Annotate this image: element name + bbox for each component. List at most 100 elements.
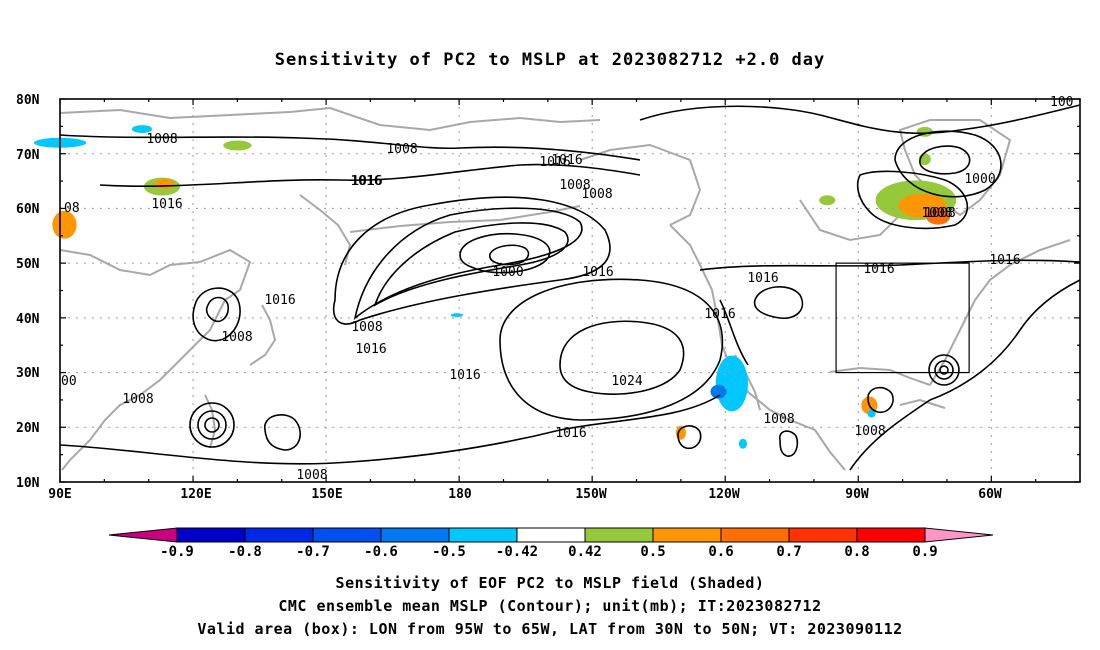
contour-hurricane-a bbox=[928, 354, 960, 386]
lat-label: 70N bbox=[16, 148, 40, 163]
contour-label: 1000 bbox=[964, 172, 995, 187]
coast-cuba bbox=[899, 398, 946, 409]
shading-patch bbox=[52, 210, 77, 239]
axis-ticks bbox=[59, 98, 1081, 483]
contour-north-arc bbox=[59, 134, 641, 161]
colorbar-arrow-high bbox=[924, 527, 994, 543]
contour-label: 1016 bbox=[539, 155, 570, 170]
shading-patch bbox=[867, 409, 876, 418]
colorbar-tick: 0.5 bbox=[640, 544, 665, 560]
shading-patch bbox=[450, 313, 463, 318]
contour-label: 1008 bbox=[146, 132, 177, 147]
contour-typhoon-c bbox=[204, 417, 220, 433]
contour-label: 1008 bbox=[221, 330, 252, 345]
coast-alaska bbox=[579, 143, 702, 226]
colorbar-segment bbox=[652, 527, 722, 543]
contour-label: 1016 bbox=[151, 197, 182, 212]
contour-typhoon-b bbox=[197, 410, 227, 440]
contour-canada-1008 bbox=[856, 170, 969, 230]
contour-label: 1016 bbox=[264, 293, 295, 308]
contour-label: 1016 bbox=[355, 342, 386, 357]
contour-label: 1008 bbox=[854, 424, 885, 439]
contour-label: 1008 bbox=[122, 392, 153, 407]
shading-patch bbox=[131, 125, 153, 134]
contour-labels: 1008 1008 1016 1008 1016 1008 1016 1000 … bbox=[61, 95, 1073, 483]
valid-area-box bbox=[835, 262, 970, 374]
contour-label: 1008 bbox=[386, 142, 417, 157]
contour-greenland-inner bbox=[919, 145, 971, 175]
sensitivity-shading bbox=[33, 125, 957, 449]
colorbar-segment bbox=[312, 527, 382, 543]
lat-label: 40N bbox=[16, 312, 40, 327]
contour-high-1016 bbox=[499, 278, 724, 421]
contour-low-1000 bbox=[459, 232, 551, 274]
map-title: Sensitivity of PC2 to MSLP at 2023082712… bbox=[274, 50, 826, 70]
contour-label: 1016 bbox=[747, 271, 778, 286]
colorbar-tick: 0.6 bbox=[708, 544, 733, 560]
colorbar bbox=[108, 527, 994, 543]
shading-patch bbox=[710, 384, 727, 399]
contour-greenland-low bbox=[894, 130, 1002, 198]
lon-label: 90W bbox=[845, 487, 869, 502]
coast-hudson bbox=[799, 199, 901, 242]
colorbar-tick: 0.8 bbox=[844, 544, 869, 560]
contour-label: 1016 bbox=[350, 174, 381, 189]
shading-patch bbox=[154, 178, 175, 189]
lat-labels: 80N 70N 60N 50N 40N 30N 20N 10N bbox=[16, 93, 40, 491]
contour-label: 1016 bbox=[351, 174, 382, 189]
contour-label: 1016 bbox=[582, 265, 613, 280]
contour-label: 1008 bbox=[351, 320, 382, 335]
lat-label: 80N bbox=[16, 93, 40, 108]
contour-high-1024 bbox=[559, 320, 685, 395]
contour-label: 1016 bbox=[555, 426, 586, 441]
contour-label: 1016 bbox=[863, 262, 894, 277]
contour-hurricane-b bbox=[934, 360, 954, 380]
contour-bc-1016 bbox=[719, 299, 749, 366]
contour-label: 1008 bbox=[559, 178, 590, 193]
contour-typhoon-a bbox=[189, 402, 235, 448]
contour-gulf-low bbox=[867, 386, 894, 414]
mslp-contours bbox=[59, 104, 1081, 471]
lat-label: 60N bbox=[16, 202, 40, 217]
shading-patch bbox=[223, 140, 252, 151]
coast-japan bbox=[249, 304, 277, 366]
contour-label-edge: 100 bbox=[1050, 95, 1073, 110]
colorbar-tick: -0.42 bbox=[496, 544, 538, 560]
lat-label: 10N bbox=[16, 476, 40, 491]
contour-label: 1008 bbox=[296, 468, 327, 483]
contour-label: 1000 bbox=[492, 265, 523, 280]
contour-pac-north bbox=[99, 163, 641, 188]
shading-patch bbox=[819, 195, 836, 206]
contour-sea-loop bbox=[264, 414, 301, 451]
contour-low-1008b bbox=[373, 222, 569, 307]
contour-atl-lows bbox=[639, 104, 1081, 135]
lon-label: 120W bbox=[708, 487, 739, 502]
colorbar-ticks: -0.9 -0.8 -0.7 -0.6 -0.5 -0.42 0.42 0.5 … bbox=[160, 544, 938, 560]
lon-labels: 90E 120E 150E 180 150W 120W 90W 60W bbox=[48, 487, 1002, 502]
contour-atl-1016 bbox=[699, 259, 1081, 271]
contour-label: 1024 bbox=[611, 374, 642, 389]
shading-patch bbox=[715, 355, 748, 412]
shading-patch bbox=[925, 208, 951, 225]
coast-gulf bbox=[829, 366, 931, 386]
contour-label: 1016 bbox=[704, 307, 735, 322]
contour-low-china bbox=[192, 287, 241, 342]
colorbar-segment bbox=[516, 527, 586, 543]
contour-label: 1008 bbox=[921, 206, 952, 221]
lon-label: 150W bbox=[575, 487, 606, 502]
lon-label: 180 bbox=[448, 487, 472, 502]
contour-pac-south bbox=[59, 394, 721, 465]
lat-label: 30N bbox=[16, 366, 40, 381]
contour-label: 1016 bbox=[551, 153, 582, 168]
contour-mexico-low bbox=[677, 425, 702, 450]
colorbar-tick: 0.9 bbox=[912, 544, 937, 560]
colorbar-segment bbox=[448, 527, 518, 543]
contour-label: 1008 bbox=[763, 412, 794, 427]
lon-label: 90E bbox=[48, 487, 71, 502]
colorbar-segment bbox=[856, 527, 926, 543]
contour-low-inner bbox=[489, 244, 530, 266]
lat-label: 20N bbox=[16, 421, 40, 436]
contour-label: 1016 bbox=[449, 368, 480, 383]
contour-label: 1016 bbox=[989, 253, 1020, 268]
